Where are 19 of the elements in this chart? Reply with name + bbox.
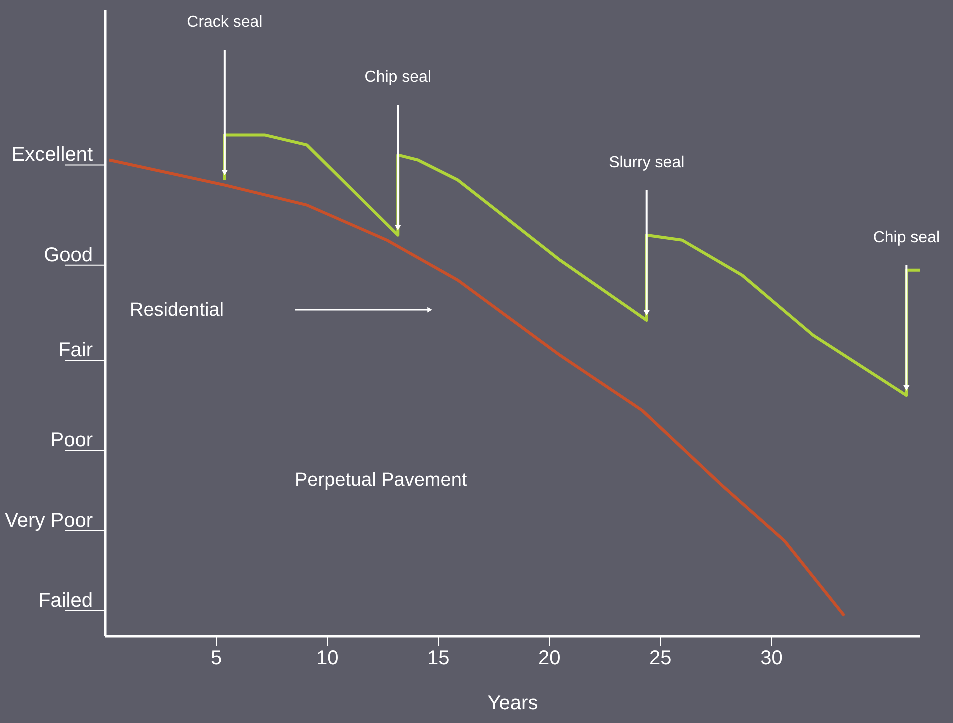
annotation: Chip seal — [873, 229, 940, 246]
text: Fair — [58, 340, 94, 362]
text: Very Poor — [5, 510, 94, 532]
annotation: Perpetual Pavement — [295, 470, 468, 491]
text: Poor — [50, 430, 94, 452]
text: Excellent — [12, 144, 94, 166]
x-tick-label: 20 — [538, 648, 561, 670]
annotation: Chip seal — [364, 69, 432, 86]
annotation: Slurry seal — [609, 154, 685, 172]
text: Failed — [38, 590, 93, 612]
x-tick-label: 30 — [760, 648, 783, 670]
text: Good — [44, 244, 93, 266]
x-tick-label: 25 — [650, 648, 672, 670]
annotation: Residential — [130, 300, 224, 321]
x-axis-title: Years — [488, 692, 538, 714]
annotation: Crack seal — [187, 14, 263, 32]
x-tick-label: 15 — [427, 648, 450, 670]
x-tick-label: 10 — [316, 648, 339, 670]
x-tick-label: 5 — [210, 648, 222, 670]
